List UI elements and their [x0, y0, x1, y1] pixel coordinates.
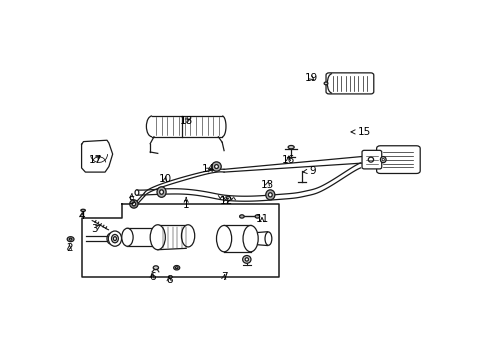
Ellipse shape: [239, 215, 244, 218]
Ellipse shape: [380, 157, 386, 163]
Ellipse shape: [264, 232, 271, 245]
Ellipse shape: [243, 225, 258, 252]
Text: 17: 17: [88, 155, 102, 165]
Text: 8: 8: [165, 275, 172, 285]
Text: 4: 4: [79, 211, 85, 221]
Ellipse shape: [81, 209, 85, 211]
Ellipse shape: [324, 82, 327, 85]
Text: 19: 19: [304, 73, 317, 83]
Text: 15: 15: [350, 127, 370, 137]
Text: 12: 12: [219, 196, 232, 206]
Ellipse shape: [265, 190, 274, 200]
Ellipse shape: [108, 231, 122, 246]
Text: 14: 14: [202, 164, 215, 174]
Ellipse shape: [132, 202, 135, 206]
Text: 9: 9: [302, 166, 316, 176]
Text: 6: 6: [148, 273, 155, 283]
Ellipse shape: [111, 234, 118, 243]
FancyBboxPatch shape: [376, 146, 419, 174]
FancyBboxPatch shape: [325, 73, 373, 94]
Ellipse shape: [216, 225, 231, 252]
Ellipse shape: [181, 225, 194, 247]
FancyBboxPatch shape: [361, 150, 381, 169]
Ellipse shape: [175, 267, 178, 269]
Text: 7: 7: [220, 273, 227, 283]
Ellipse shape: [214, 165, 218, 168]
Ellipse shape: [255, 215, 259, 218]
Ellipse shape: [287, 145, 294, 149]
Ellipse shape: [122, 228, 133, 246]
Ellipse shape: [157, 187, 166, 197]
Ellipse shape: [150, 225, 165, 250]
Text: 11: 11: [255, 214, 268, 224]
Ellipse shape: [159, 190, 163, 194]
Ellipse shape: [173, 266, 180, 270]
Text: 13: 13: [261, 180, 274, 190]
Ellipse shape: [153, 266, 158, 270]
Ellipse shape: [211, 162, 221, 171]
Ellipse shape: [244, 258, 248, 261]
Ellipse shape: [107, 233, 114, 244]
Ellipse shape: [69, 238, 72, 240]
Ellipse shape: [367, 157, 373, 162]
Text: 10: 10: [159, 174, 172, 184]
Text: 3: 3: [91, 224, 101, 234]
Ellipse shape: [67, 237, 74, 242]
Text: 2: 2: [66, 243, 73, 253]
Text: 18: 18: [179, 116, 192, 126]
Text: 1: 1: [183, 198, 189, 210]
Ellipse shape: [135, 190, 139, 195]
Text: 5: 5: [128, 193, 134, 206]
Ellipse shape: [381, 158, 384, 161]
Ellipse shape: [113, 237, 116, 240]
Text: 16: 16: [281, 155, 295, 165]
Ellipse shape: [242, 256, 250, 263]
Ellipse shape: [129, 200, 138, 208]
Ellipse shape: [268, 193, 272, 197]
